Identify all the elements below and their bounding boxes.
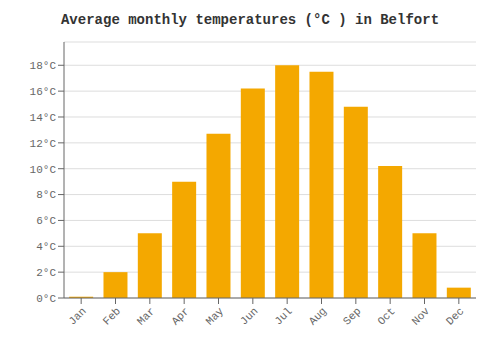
svg-text:Jul: Jul bbox=[272, 305, 294, 327]
svg-text:May: May bbox=[204, 305, 227, 328]
svg-text:4°C: 4°C bbox=[36, 241, 56, 253]
svg-text:0°C: 0°C bbox=[36, 293, 56, 305]
svg-text:14°C: 14°C bbox=[30, 112, 57, 124]
svg-text:2°C: 2°C bbox=[36, 267, 56, 279]
svg-text:Feb: Feb bbox=[101, 305, 123, 327]
svg-text:Nov: Nov bbox=[410, 305, 433, 328]
svg-text:Apr: Apr bbox=[169, 305, 191, 327]
svg-text:Jan: Jan bbox=[66, 305, 88, 327]
html-text:Average monthly temperatures (: Average monthly temperatures (°C ) in Be… bbox=[61, 12, 439, 28]
svg-text:Dec: Dec bbox=[444, 305, 466, 327]
svg-text:Sep: Sep bbox=[341, 305, 363, 327]
svg-text:Aug: Aug bbox=[307, 305, 329, 327]
svg-text:12°C: 12°C bbox=[30, 138, 57, 150]
svg-text:Mar: Mar bbox=[135, 305, 157, 327]
svg-text:Oct: Oct bbox=[375, 305, 397, 327]
svg-text:10°C: 10°C bbox=[30, 164, 57, 176]
svg-text:18°C: 18°C bbox=[30, 60, 57, 72]
svg-text:6°C: 6°C bbox=[36, 215, 56, 227]
svg-text:Jun: Jun bbox=[238, 305, 260, 327]
svg-text:8°C: 8°C bbox=[36, 189, 56, 201]
svg-text:16°C: 16°C bbox=[30, 86, 57, 98]
